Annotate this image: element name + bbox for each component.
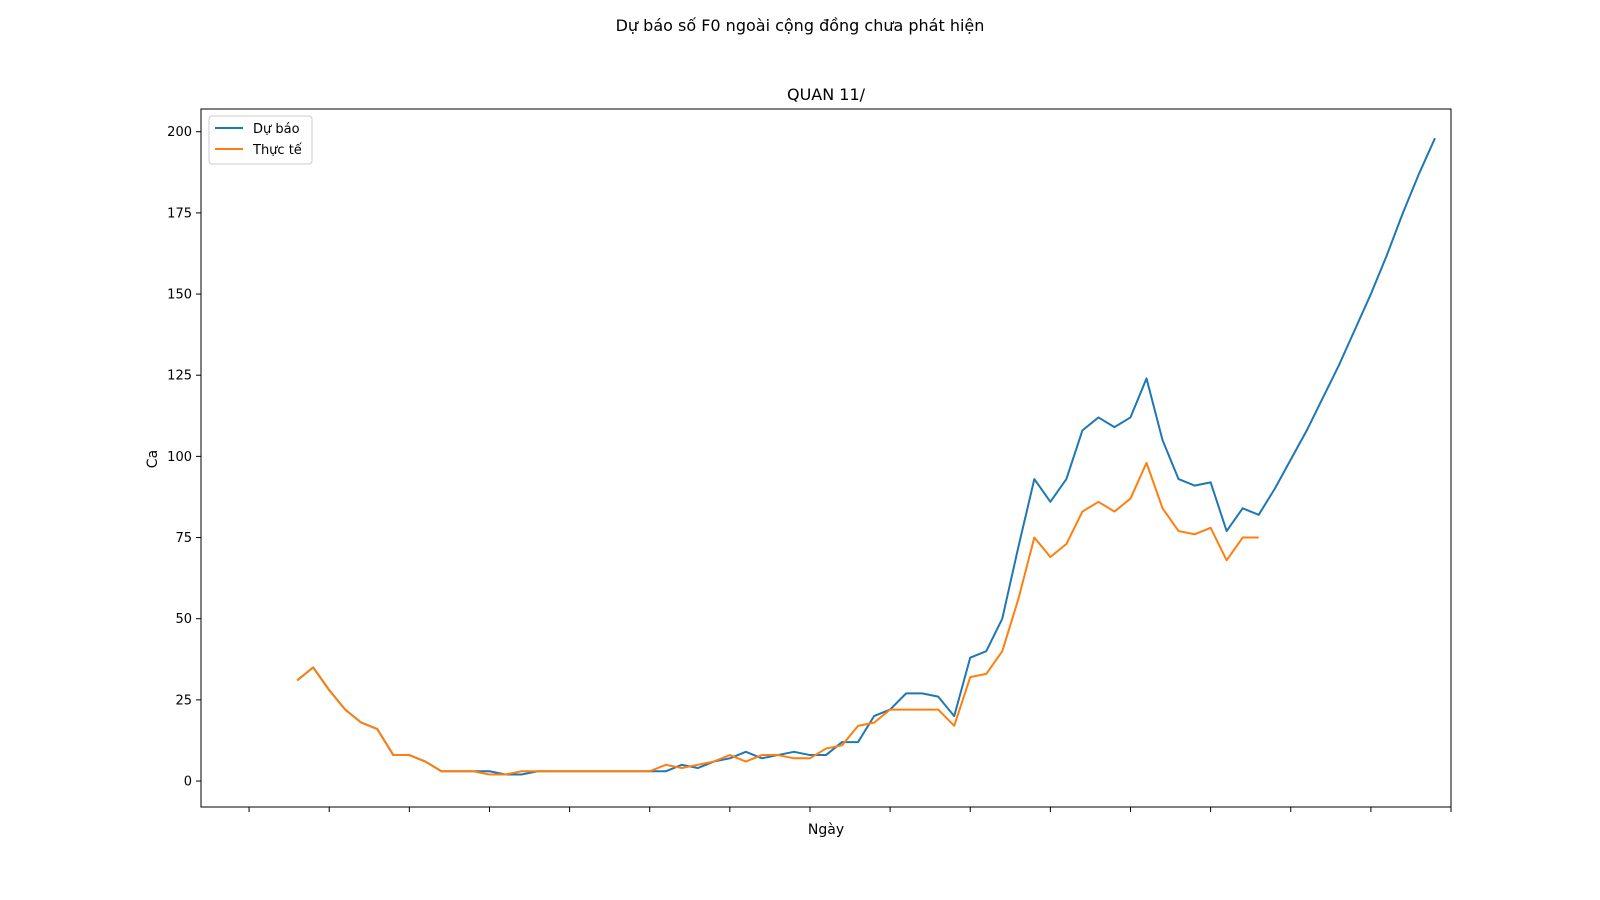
series-layer	[296, 137, 1436, 776]
y-tick-label: 175	[167, 206, 192, 221]
plot-frame	[200, 108, 1452, 808]
x-axis-ticks	[248, 807, 1452, 812]
x-axis-label: Ngày	[808, 822, 844, 838]
chart-suptitle: Dự báo số F0 ngoài cộng đồng chưa phát h…	[616, 16, 985, 35]
y-axis-label: Ca	[145, 450, 161, 468]
series-line-thuc-te	[296, 461, 1259, 776]
legend-label-thuc-te: Thực tế	[252, 143, 302, 158]
y-tick-label: 100	[167, 450, 192, 465]
y-tick-label: 125	[167, 369, 192, 384]
y-tick-label: 75	[175, 531, 192, 546]
y-tick-label: 200	[167, 125, 192, 140]
y-tick-label: 0	[184, 775, 192, 790]
legend-label-du-bao: Dự báo	[253, 122, 300, 137]
y-tick-label: 50	[175, 612, 192, 627]
y-tick-label: 25	[175, 693, 192, 708]
y-axis-ticks: 0 25 50 75 100 125 150 175 200	[167, 125, 201, 790]
series-line-du-bao	[296, 137, 1436, 776]
chart-title: QUAN 11/	[787, 85, 866, 104]
y-tick-label: 150	[167, 288, 192, 303]
legend: Dự báo Thực tế	[208, 115, 313, 165]
